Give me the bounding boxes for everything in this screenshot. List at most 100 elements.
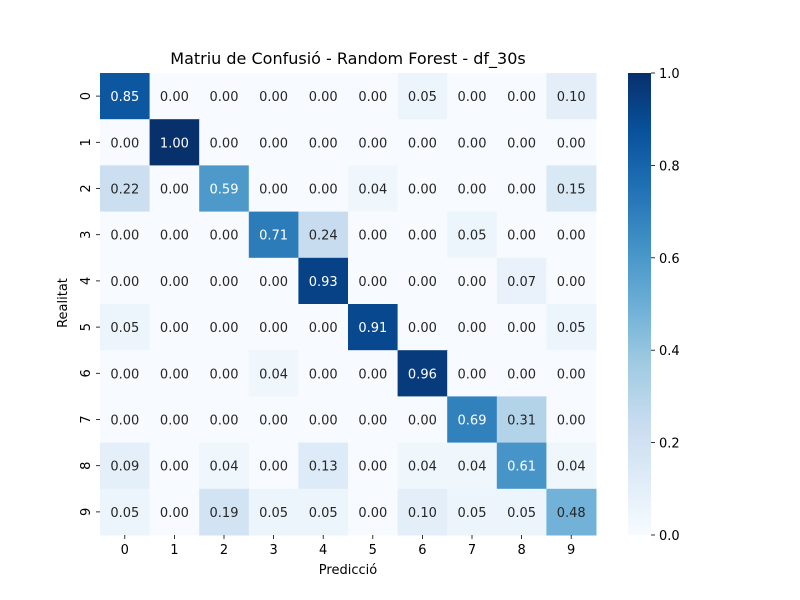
heatmap-cell — [496, 73, 547, 120]
heatmap-cell — [447, 211, 498, 259]
heatmap-cell — [199, 73, 250, 120]
x-tick-label: 4 — [319, 543, 327, 558]
cell-value-label: 0.00 — [309, 136, 338, 151]
heatmap-cell — [397, 304, 448, 351]
cell-value-label: 0.00 — [458, 321, 487, 336]
cell-value-label: 0.00 — [210, 136, 239, 151]
cell-value-label: 0.00 — [259, 414, 288, 429]
cell-value-label: 0.00 — [358, 136, 387, 151]
cell-value-label: 0.05 — [458, 506, 487, 521]
heatmap-cell — [100, 165, 151, 213]
x-axis-label: Predicció — [319, 563, 377, 578]
heatmap-cell — [298, 119, 349, 166]
cell-value-label: 0.00 — [160, 414, 189, 429]
colorbar-tick-label: 0.2 — [659, 437, 680, 452]
heatmap-cell — [248, 73, 299, 120]
heatmap-cell — [298, 396, 349, 444]
heatmap-cell — [149, 211, 200, 259]
y-tick-label: 2 — [79, 184, 94, 192]
x-tick-label: 9 — [567, 543, 575, 558]
heatmap-cell — [397, 165, 448, 213]
cell-value-label: 0.00 — [259, 136, 288, 151]
heatmap-cell — [496, 165, 547, 213]
heatmap-cell — [546, 396, 597, 444]
heatmap-cell — [248, 211, 299, 259]
heatmap-cell — [149, 165, 200, 213]
cell-value-label: 0.19 — [210, 506, 239, 521]
cell-value-label: 0.00 — [160, 275, 189, 290]
cell-value-label: 0.00 — [507, 136, 536, 151]
heatmap-cell — [199, 119, 250, 166]
heatmap-cell — [100, 211, 151, 259]
heatmap-cell — [546, 211, 597, 259]
cell-value-label: 0.00 — [408, 414, 437, 429]
cell-value-label: 0.48 — [557, 506, 586, 521]
cell-value-label: 0.05 — [408, 90, 437, 105]
chart-title: Matriu de Confusió - Random Forest - df_… — [170, 49, 525, 69]
heatmap-cell — [397, 257, 448, 305]
cell-value-label: 0.04 — [259, 367, 288, 382]
x-tick-label: 6 — [418, 543, 426, 558]
heatmap-cell — [248, 396, 299, 444]
cell-value-label: 0.04 — [358, 183, 387, 198]
colorbar-ticks: 0.0 0.2 0.4 0.6 0.8 1.0 — [651, 67, 680, 544]
cell-value-label: 0.05 — [110, 506, 139, 521]
cell-value-label: 0.00 — [458, 183, 487, 198]
x-tick-label: 5 — [369, 543, 377, 558]
heatmap-cell — [100, 488, 151, 536]
cell-value-label: 0.00 — [160, 321, 189, 336]
heatmap-cell — [149, 304, 200, 351]
cell-value-label: 0.00 — [507, 90, 536, 105]
colorbar-gradient — [628, 73, 651, 535]
cell-value-label: 0.00 — [458, 275, 487, 290]
cell-value-label: 0.00 — [358, 229, 387, 244]
heatmap-cell — [298, 304, 349, 351]
cell-value-label: 0.00 — [160, 506, 189, 521]
heatmap-cell — [546, 119, 597, 166]
cell-value-label: 0.85 — [110, 90, 139, 105]
cell-value-label: 0.00 — [458, 367, 487, 382]
cell-value-label: 0.10 — [408, 506, 437, 521]
y-tick-label: 7 — [79, 415, 94, 423]
cell-value-label: 0.07 — [507, 275, 536, 290]
heatmap-cell — [348, 304, 399, 351]
heatmap-cell — [248, 257, 299, 305]
heatmap-cell — [496, 257, 547, 305]
heatmap-cell — [149, 119, 200, 166]
heatmap-cell — [496, 396, 547, 444]
y-tick-label: 6 — [79, 369, 94, 377]
heatmap-cell — [546, 350, 597, 397]
cell-value-label: 0.24 — [309, 229, 338, 244]
cell-value-label: 0.00 — [507, 183, 536, 198]
heatmap-cell — [100, 442, 151, 490]
cell-value-label: 0.00 — [408, 275, 437, 290]
heatmap-cell — [298, 257, 349, 305]
cell-value-label: 0.00 — [110, 275, 139, 290]
heatmap-cell — [248, 488, 299, 536]
heatmap-cell — [149, 257, 200, 305]
cell-value-label: 0.59 — [210, 183, 239, 198]
y-tick-label: 9 — [79, 508, 94, 516]
cell-value-label: 0.00 — [210, 367, 239, 382]
heatmap-cell — [100, 304, 151, 351]
colorbar-tick-label: 1.0 — [659, 67, 680, 82]
heatmap-cell — [447, 442, 498, 490]
heatmap-cell — [298, 165, 349, 213]
heatmap-cell — [348, 350, 399, 397]
y-axis-ticks: 0 1 2 3 4 5 6 7 8 9 — [79, 92, 100, 516]
cell-value-label: 0.00 — [210, 275, 239, 290]
cell-value-label: 0.96 — [408, 367, 437, 382]
cell-value-label: 0.00 — [110, 229, 139, 244]
y-tick-label: 8 — [79, 462, 94, 470]
cell-value-label: 0.00 — [557, 275, 586, 290]
cell-value-label: 0.00 — [557, 136, 586, 151]
cell-value-label: 0.00 — [358, 367, 387, 382]
cell-value-label: 0.00 — [110, 414, 139, 429]
colorbar-tick-label: 0.8 — [659, 159, 680, 174]
heatmap-cell — [298, 488, 349, 536]
heatmap-cell — [348, 396, 399, 444]
cell-value-label: 0.00 — [160, 90, 189, 105]
heatmap-cell — [100, 73, 151, 120]
x-tick-label: 0 — [121, 543, 129, 558]
